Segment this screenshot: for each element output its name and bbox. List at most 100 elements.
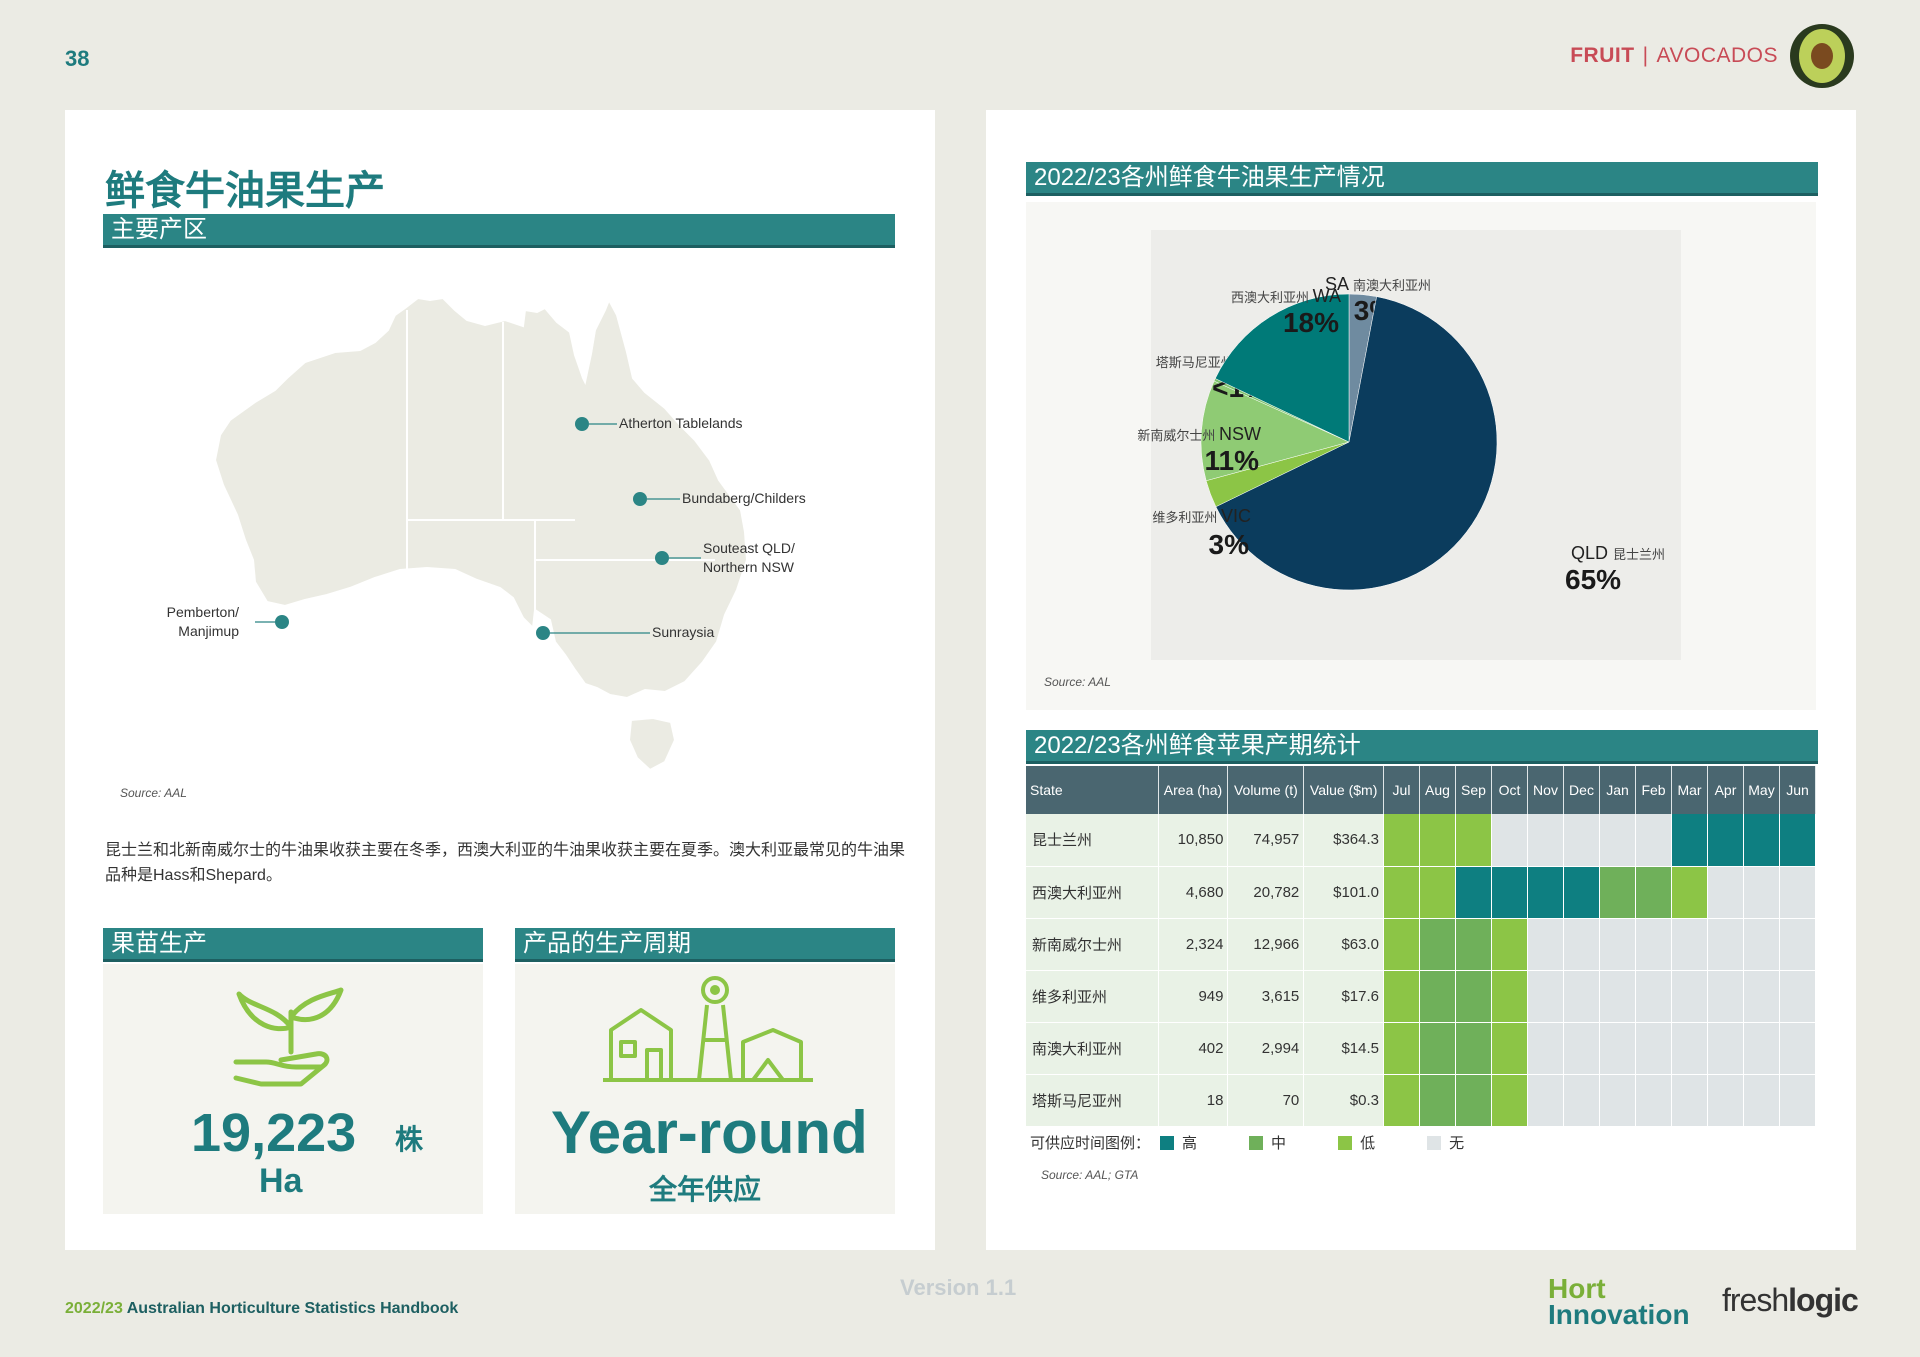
table-row: 维多利亚州 949 3,615 $17.6: [1026, 970, 1816, 1023]
legend-label: 可供应时间图例: [1030, 1135, 1136, 1152]
table-row: 南澳大利亚州 402 2,994 $14.5: [1026, 1022, 1816, 1075]
month-cell-jul: [1383, 970, 1420, 1023]
month-cell-feb: [1635, 866, 1672, 919]
breadcrumb-category: FRUIT: [1570, 44, 1635, 67]
month-cell-may: [1743, 866, 1780, 919]
month-cell-jan: [1599, 918, 1636, 971]
month-cell-mar: [1671, 918, 1708, 971]
month-cell-nov: [1527, 814, 1564, 867]
month-cell-nov: [1527, 866, 1564, 919]
label-seqld-1: Souteast QLD/: [703, 540, 795, 556]
month-cell-jul: [1383, 918, 1420, 971]
pie-label-nsw: 新南威尔士州 NSW: [1137, 424, 1261, 444]
table-row: 新南威尔士州 2,324 12,966 $63.0: [1026, 918, 1816, 971]
table-header-aug: Aug: [1419, 766, 1456, 814]
supply-legend: 可供应时间图例 ： 高 中 低 无: [1030, 1132, 1464, 1153]
month-cell-nov: [1527, 1022, 1564, 1075]
table-header-apr: Apr: [1707, 766, 1744, 814]
month-cell-sep: [1455, 866, 1492, 919]
area-cell: 2,324: [1158, 918, 1229, 971]
month-cell-aug: [1419, 814, 1456, 867]
table-header-may: May: [1743, 766, 1780, 814]
pie-label-cn-tas: 塔斯马尼亚州: [1156, 355, 1238, 370]
value-cell: $0.3: [1303, 1074, 1384, 1127]
month-cell-oct: [1491, 1022, 1528, 1075]
label-sunraysia: Sunraysia: [652, 624, 714, 640]
month-cell-nov: [1527, 970, 1564, 1023]
pie-pct-vic: 3%: [1209, 529, 1250, 560]
month-cell-jan: [1599, 1074, 1636, 1127]
legend-none-swatch: [1427, 1135, 1442, 1150]
table-row: 昆士兰州 10,850 74,957 $364.3: [1026, 814, 1816, 867]
table-header-nov: Nov: [1527, 766, 1564, 814]
state-cell: 南澳大利亚州: [1026, 1022, 1159, 1075]
month-cell-jan: [1599, 970, 1636, 1023]
footer-handbook: Australian Horticulture Statistics Handb…: [122, 1300, 459, 1317]
month-cell-aug: [1419, 866, 1456, 919]
pie-pct-wa: 18%: [1283, 307, 1339, 338]
month-cell-apr: [1707, 814, 1744, 867]
table-header-jan: Jan: [1599, 766, 1636, 814]
month-cell-mar: [1671, 814, 1708, 867]
month-cell-may: [1743, 814, 1780, 867]
innovation-logo-word: Innovation: [1548, 1299, 1690, 1330]
value-cell: $101.0: [1303, 866, 1384, 919]
month-cell-oct: [1491, 970, 1528, 1023]
table-header-mar: Mar: [1671, 766, 1708, 814]
pie-slice-wa: [1214, 293, 1350, 443]
nursery-box: 19,223 株 Ha: [103, 964, 483, 1214]
section-bar-regions: 主要产区: [103, 214, 895, 248]
state-cell: 昆士兰州: [1026, 814, 1159, 867]
legend-colon: ：: [1135, 1135, 1151, 1152]
cycle-sub: 全年供应: [649, 1174, 762, 1205]
table-header-oct: Oct: [1491, 766, 1528, 814]
fresh-logo-word: fresh: [1722, 1282, 1789, 1318]
label-atherton: Atherton Tablelands: [619, 415, 743, 431]
month-cell-may: [1743, 970, 1780, 1023]
right-panel: 2022/23各州鲜食牛油果生产情况 SA 南澳大利亚州3%QLD 昆士兰州65…: [986, 110, 1856, 1250]
volume-cell: 20,782: [1227, 866, 1305, 919]
table-row: 塔斯马尼亚州 18 70 $0.3: [1026, 1074, 1816, 1127]
hort-logo-word: Hort: [1548, 1273, 1606, 1304]
month-cell-aug: [1419, 970, 1456, 1023]
cycle-value: Year-round: [551, 1099, 868, 1166]
month-cell-mar: [1671, 866, 1708, 919]
month-cell-sep: [1455, 814, 1492, 867]
page-number: 38: [65, 46, 90, 71]
value-cell: $17.6: [1303, 970, 1384, 1023]
month-cell-apr: [1707, 1074, 1744, 1127]
pie-label-code-sa: SA: [1325, 274, 1353, 294]
month-cell-apr: [1707, 866, 1744, 919]
month-cell-dec: [1563, 814, 1600, 867]
table-row: 西澳大利亚州 4,680 20,782 $101.0: [1026, 866, 1816, 919]
version-label: Version 1.1: [900, 1275, 1017, 1300]
month-cell-aug: [1419, 1022, 1456, 1075]
area-cell: 402: [1158, 1022, 1229, 1075]
state-cell: 新南威尔士州: [1026, 918, 1159, 971]
description-paragraph: 昆士兰和北新南威尔士的牛油果收获主要在冬季，西澳大利亚的牛油果收获主要在夏季。澳…: [105, 842, 906, 884]
month-cell-jun: [1779, 970, 1816, 1023]
pie-label-code-vic: VIC: [1221, 506, 1251, 526]
freshlogic-logo: freshlogic: [1722, 1282, 1859, 1319]
cycle-box: Year-round 全年供应: [515, 964, 895, 1214]
volume-cell: 70: [1227, 1074, 1305, 1127]
month-cell-may: [1743, 918, 1780, 971]
month-cell-apr: [1707, 918, 1744, 971]
table-source: Source: AAL; GTA: [1041, 1168, 1139, 1182]
nursery-value: 19,223: [191, 1103, 357, 1163]
legend-med-swatch: [1249, 1135, 1264, 1150]
pie-label-wa: 西澳大利亚州 WA: [1231, 286, 1341, 306]
pie-slice-qld: [1215, 296, 1498, 591]
marker-seqld: [655, 551, 669, 565]
table-header-jul: Jul: [1383, 766, 1420, 814]
map-tasmania: [627, 716, 677, 772]
hort-innovation-logo: Hort Innovation: [1548, 1273, 1690, 1330]
month-cell-dec: [1563, 866, 1600, 919]
pie-label-qld: QLD 昆士兰州: [1571, 543, 1665, 563]
month-cell-aug: [1419, 918, 1456, 971]
avocado-icon: [1790, 24, 1854, 88]
volume-cell: 74,957: [1227, 814, 1305, 867]
table-header-jun: Jun: [1779, 766, 1816, 814]
month-cell-sep: [1455, 970, 1492, 1023]
